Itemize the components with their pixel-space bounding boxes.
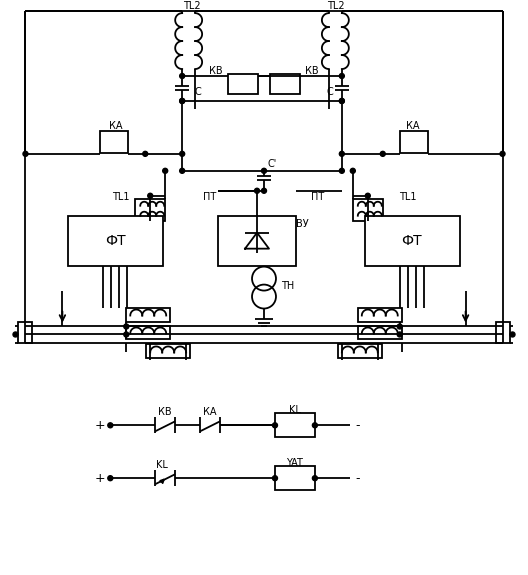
Bar <box>275 466 315 490</box>
Text: ТL1: ТL1 <box>399 191 417 202</box>
Circle shape <box>124 332 129 337</box>
Circle shape <box>397 332 402 337</box>
Circle shape <box>272 476 278 481</box>
Text: ТL2: ТL2 <box>183 1 201 11</box>
Text: ПТ: ПТ <box>203 191 216 202</box>
Circle shape <box>108 423 113 428</box>
Text: ФТ: ФТ <box>105 233 126 248</box>
Circle shape <box>365 193 370 198</box>
Text: YAT: YAT <box>287 458 304 468</box>
Circle shape <box>500 151 505 156</box>
Bar <box>270 74 300 94</box>
Text: КВ: КВ <box>305 66 319 76</box>
Text: ТL2: ТL2 <box>327 1 345 11</box>
Bar <box>338 344 382 358</box>
Text: -: - <box>355 419 360 432</box>
Text: КВ: КВ <box>158 407 172 417</box>
Text: ТL1: ТL1 <box>111 191 129 202</box>
Text: ТН: ТН <box>281 281 294 290</box>
Circle shape <box>124 324 129 329</box>
Circle shape <box>180 151 185 156</box>
Circle shape <box>23 151 28 156</box>
Bar <box>146 344 190 358</box>
Circle shape <box>340 74 344 79</box>
Circle shape <box>261 168 267 173</box>
Circle shape <box>397 324 402 329</box>
Circle shape <box>510 332 515 337</box>
Bar <box>358 325 402 339</box>
Text: С: С <box>326 87 333 97</box>
Circle shape <box>340 151 344 156</box>
Circle shape <box>163 168 168 173</box>
Bar <box>69 216 163 266</box>
Circle shape <box>350 168 355 173</box>
Circle shape <box>180 98 185 103</box>
Text: -: - <box>355 472 360 485</box>
Circle shape <box>340 98 344 103</box>
Bar <box>358 308 402 321</box>
Circle shape <box>340 98 344 103</box>
Circle shape <box>380 151 385 156</box>
Bar <box>365 216 459 266</box>
Bar <box>228 74 258 94</box>
Bar <box>18 321 32 343</box>
Bar <box>218 216 296 266</box>
Circle shape <box>180 98 185 103</box>
Circle shape <box>313 423 317 428</box>
Circle shape <box>180 168 185 173</box>
Circle shape <box>254 188 259 193</box>
Circle shape <box>180 74 185 79</box>
Circle shape <box>313 476 317 481</box>
Text: KL: KL <box>156 460 168 470</box>
Bar <box>135 199 165 221</box>
Text: КА: КА <box>109 121 122 131</box>
Bar <box>400 131 428 153</box>
Text: ВУ: ВУ <box>296 218 309 229</box>
Circle shape <box>272 423 278 428</box>
Bar <box>126 325 170 339</box>
Circle shape <box>261 188 267 193</box>
Bar <box>275 413 315 437</box>
Text: ФТ: ФТ <box>401 233 422 248</box>
Text: КВ: КВ <box>209 66 223 76</box>
Bar <box>126 308 170 321</box>
Text: КА: КА <box>406 121 419 131</box>
Text: С: С <box>195 87 202 97</box>
Text: KL: KL <box>289 405 301 415</box>
Text: ПТ: ПТ <box>312 191 325 202</box>
Circle shape <box>13 332 18 337</box>
Circle shape <box>108 476 113 481</box>
Circle shape <box>340 168 344 173</box>
Bar <box>353 199 383 221</box>
Text: КА: КА <box>203 407 217 417</box>
Circle shape <box>143 151 148 156</box>
Text: +: + <box>95 472 106 485</box>
Text: С': С' <box>267 159 277 169</box>
Text: +: + <box>95 419 106 432</box>
Circle shape <box>148 193 153 198</box>
Bar <box>100 131 128 153</box>
Bar <box>496 321 510 343</box>
